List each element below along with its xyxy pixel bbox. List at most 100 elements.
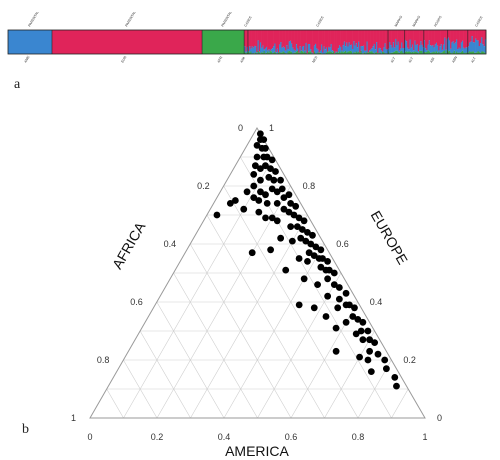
ancestry-africa-column — [425, 52, 427, 54]
left-tick-label: 0.2 — [197, 181, 210, 191]
sample-point — [293, 223, 301, 231]
ancestry-africa-column — [450, 52, 452, 54]
ancestry-europe-column — [425, 30, 427, 49]
ancestry-africa-column — [281, 52, 283, 54]
ancestry-europe-column — [415, 30, 417, 45]
ancestry-africa-column — [479, 52, 482, 54]
sample-point — [310, 304, 318, 312]
sample-point — [292, 202, 300, 210]
ancestry-america-column — [267, 50, 269, 52]
ancestry-europe-column — [361, 30, 364, 47]
sample-point — [282, 266, 290, 274]
ancestry-europe-column — [360, 30, 362, 47]
ancestry-america-column — [364, 50, 366, 53]
ancestry-europe-column — [471, 30, 473, 37]
ancestry-africa-column — [458, 52, 460, 54]
group-bottom-label: ABN — [451, 55, 458, 64]
ancestry-africa-column — [298, 52, 300, 54]
ancestry-america-column — [372, 46, 374, 53]
ancestry-america-column — [362, 45, 365, 54]
ancestry-america-column — [411, 44, 414, 52]
ancestry-america-column — [343, 41, 346, 52]
ancestry-europe-column — [423, 30, 426, 41]
sample-point — [324, 292, 332, 300]
sample-point — [248, 249, 256, 257]
ancestry-africa-column — [483, 52, 486, 54]
ancestry-europe-column — [253, 30, 256, 46]
ancestry-america-column — [304, 50, 306, 52]
ancestry-europe-column — [390, 30, 392, 46]
ancestry-europe-column — [478, 30, 481, 47]
ancestry-america-column — [415, 44, 417, 53]
ancestry-america-column — [314, 43, 317, 54]
sample-point — [314, 281, 321, 288]
ancestry-europe-column — [380, 30, 383, 51]
ancestry-africa-column — [461, 50, 464, 54]
ancestry-africa-column — [410, 52, 413, 54]
ancestry-africa-column — [343, 51, 346, 54]
ancestry-europe-column — [329, 30, 331, 48]
ancestry-america-column — [388, 48, 390, 52]
ancestry-america-column — [417, 51, 420, 54]
sample-point — [364, 356, 372, 364]
ancestry-europe-column — [372, 30, 374, 47]
sample-point — [253, 142, 261, 149]
ancestry-america-column — [428, 40, 431, 52]
ancestry-africa-column — [420, 50, 422, 54]
ancestry-europe-column — [331, 30, 334, 51]
ancestry-europe-column — [416, 30, 419, 45]
ancestry-europe-column — [401, 30, 403, 43]
ancestry-america-column — [399, 48, 402, 52]
ancestry-europe-column — [395, 30, 397, 39]
ancestry-europe-column — [313, 30, 316, 46]
ancestry-africa-column — [318, 52, 321, 54]
ancestry-africa-column — [294, 52, 297, 54]
ancestry-europe-column — [456, 30, 458, 40]
ancestry-europe-column — [324, 30, 327, 50]
ancestry-america-column — [378, 47, 380, 54]
ancestry-europe-column — [353, 30, 355, 42]
ancestry-europe-column — [393, 30, 396, 48]
ancestry-africa-column — [431, 52, 433, 54]
ancestry-america-column — [426, 50, 428, 53]
sample-point — [307, 240, 315, 248]
grid-line — [123, 359, 158, 419]
ancestry-group-bar — [8, 30, 52, 54]
ancestry-america-column — [437, 45, 439, 53]
ancestry-africa-column — [459, 52, 462, 54]
ancestry-africa-column — [263, 50, 266, 54]
ancestry-america-column — [344, 46, 347, 51]
ancestry-africa-column — [441, 52, 444, 54]
ancestry-europe-column — [457, 30, 459, 50]
ancestry-america-column — [324, 49, 327, 54]
ancestry-america-column — [431, 45, 433, 53]
ancestry-europe-column — [376, 30, 378, 43]
sample-point — [335, 284, 343, 291]
sample-point — [309, 231, 316, 239]
ancestry-africa-column — [409, 51, 412, 54]
ancestry-america-column — [403, 48, 406, 54]
ancestry-africa-column — [392, 52, 395, 54]
ancestry-africa-column — [326, 51, 329, 54]
ancestry-africa-column — [388, 51, 390, 54]
ancestry-america-column — [305, 42, 307, 53]
sample-point — [374, 350, 382, 358]
bottom-tick-label: 0.6 — [285, 432, 298, 442]
sample-point — [354, 316, 362, 323]
ancestry-europe-column — [391, 30, 394, 48]
ancestry-africa-column — [274, 51, 276, 54]
ancestry-america-column — [288, 41, 291, 51]
ancestry-africa-column — [246, 52, 249, 54]
group-top-label: HOSPS — [433, 15, 443, 28]
ancestry-america-column — [423, 40, 426, 53]
ancestry-africa-column — [355, 51, 358, 54]
ancestry-america-column — [458, 47, 460, 53]
ancestry-america-column — [479, 43, 482, 53]
ancestry-africa-column — [385, 53, 388, 54]
ancestry-africa-column — [331, 52, 334, 54]
ancestry-america-column — [408, 49, 410, 52]
ancestry-africa-column — [330, 51, 333, 54]
ancestry-america-column — [282, 46, 285, 52]
ancestry-africa-column — [310, 51, 312, 54]
ancestry-africa-column — [267, 51, 269, 54]
